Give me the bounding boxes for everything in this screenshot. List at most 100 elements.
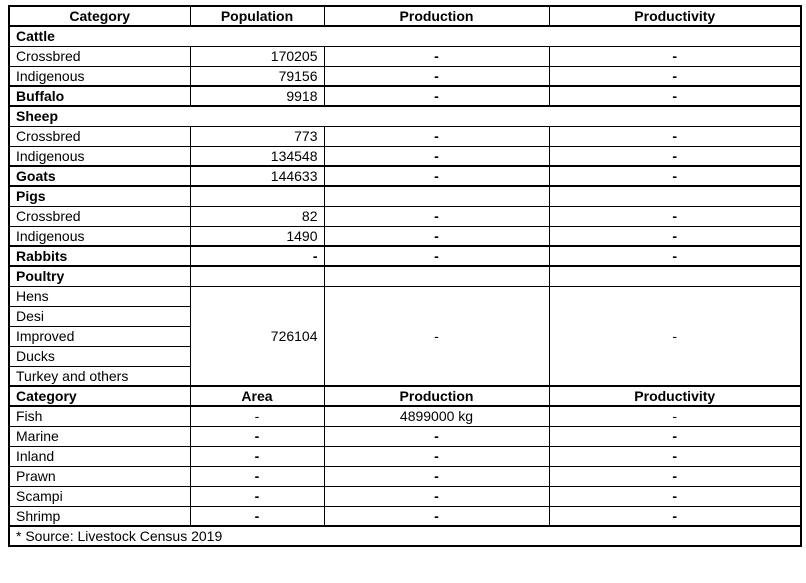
table-cell: Poultry bbox=[8, 265, 191, 287]
table-cell: - bbox=[323, 145, 550, 167]
table-cell: Marine bbox=[8, 425, 191, 447]
table-cell: - bbox=[323, 445, 550, 467]
table-cell: Sheep bbox=[8, 105, 802, 127]
table-cell: - bbox=[548, 465, 802, 487]
table-cell: - bbox=[323, 65, 550, 87]
table-cell: Area bbox=[189, 385, 325, 407]
data-row: Crossbred 170205- - bbox=[8, 45, 802, 67]
table-cell: - bbox=[323, 485, 550, 507]
data-row: Prawn - - - bbox=[8, 465, 802, 487]
table-cell: Fish bbox=[8, 405, 191, 427]
data-row: Crossbred 773- - bbox=[8, 125, 802, 147]
footer-row-source: * Source: Livestock Census 2019 bbox=[8, 525, 802, 547]
table-cell bbox=[189, 265, 325, 287]
table-cell: - bbox=[548, 145, 802, 167]
section-row-poultry: Poultry bbox=[8, 265, 802, 287]
data-row-goats: Goats 144633- - bbox=[8, 165, 802, 187]
table-body: Category Population Production Productivity… bbox=[8, 5, 802, 547]
table-cell: Cattle bbox=[8, 25, 802, 47]
table-cell: Crossbred bbox=[8, 125, 191, 147]
table-cell: Productivity bbox=[548, 385, 802, 407]
table-cell bbox=[548, 185, 802, 207]
table-cell: Prawn bbox=[8, 465, 191, 487]
table-cell: - bbox=[323, 505, 550, 527]
table-cell: 726104 bbox=[189, 285, 325, 387]
table-cell: Shrimp bbox=[8, 505, 191, 527]
data-row-hens: Hens 726104- - bbox=[8, 285, 802, 387]
table-cell: Category bbox=[8, 5, 191, 27]
table-cell: Crossbred bbox=[8, 45, 191, 67]
table-cell bbox=[323, 185, 550, 207]
data-row: Shrimp - - - bbox=[8, 505, 802, 527]
table-cell: - bbox=[323, 465, 550, 487]
table-cell: 170205 bbox=[189, 45, 325, 67]
table-cell: 4899000 kg bbox=[323, 405, 550, 427]
table-cell: - bbox=[548, 445, 802, 467]
table-cell bbox=[548, 265, 802, 287]
table-cell: Crossbred bbox=[8, 205, 191, 227]
table-cell: - bbox=[323, 225, 550, 247]
table-cell: Pigs bbox=[8, 185, 191, 207]
table-cell bbox=[189, 185, 325, 207]
table-cell: Buffalo bbox=[8, 85, 191, 107]
table-cell: - bbox=[323, 285, 550, 387]
table-cell: - bbox=[323, 205, 550, 227]
table-cell: Inland bbox=[8, 445, 191, 467]
table-cell: Indigenous bbox=[8, 225, 191, 247]
data-row: Indigenous 1490- - bbox=[8, 225, 802, 247]
table-cell: - bbox=[189, 485, 325, 507]
table-cell: - bbox=[548, 65, 802, 87]
table-cell: Productivity bbox=[548, 5, 802, 27]
data-row: Inland - - - bbox=[8, 445, 802, 467]
table-cell: Production bbox=[323, 385, 550, 407]
table-cell: Turkey and others bbox=[8, 365, 191, 387]
table-cell: - bbox=[548, 205, 802, 227]
table-cell: Goats bbox=[8, 165, 191, 187]
table-cell: - bbox=[548, 505, 802, 527]
table-cell: - bbox=[548, 165, 802, 187]
table-cell: - bbox=[189, 445, 325, 467]
table-cell: Population bbox=[189, 5, 325, 27]
table-cell: - bbox=[323, 165, 550, 187]
header-row-fisheries: Category Area Production Productivity bbox=[8, 385, 802, 407]
table-cell bbox=[323, 265, 550, 287]
table-cell: - bbox=[548, 225, 802, 247]
table-cell: 134548 bbox=[189, 145, 325, 167]
table-cell: 773 bbox=[189, 125, 325, 147]
data-row: Scampi - - - bbox=[8, 485, 802, 507]
table-cell: * Source: Livestock Census 2019 bbox=[8, 525, 802, 547]
table-cell: - bbox=[548, 85, 802, 107]
data-row-buffalo: Buffalo 9918- - bbox=[8, 85, 802, 107]
table-cell: 79156 bbox=[189, 65, 325, 87]
data-row-fish: Fish -4899000 kg - bbox=[8, 405, 802, 427]
table-cell: Desi bbox=[8, 305, 191, 327]
table-cell: Category bbox=[8, 385, 191, 407]
table-cell: Production bbox=[323, 5, 550, 27]
data-row: Crossbred 82- - bbox=[8, 205, 802, 227]
table-cell: - bbox=[189, 245, 325, 267]
table-cell: - bbox=[189, 465, 325, 487]
table-cell: - bbox=[189, 425, 325, 447]
table-cell: - bbox=[323, 245, 550, 267]
data-row: Marine - - - bbox=[8, 425, 802, 447]
table-cell: - bbox=[189, 405, 325, 427]
data-row-rabbits: Rabbits - - - bbox=[8, 245, 802, 267]
table-cell: - bbox=[548, 45, 802, 67]
table-cell: Scampi bbox=[8, 485, 191, 507]
table-cell: Indigenous bbox=[8, 65, 191, 87]
section-row-sheep: Sheep bbox=[8, 105, 802, 127]
livestock-census-table: Category Population Production Productivity… bbox=[8, 5, 802, 547]
table-cell: - bbox=[548, 485, 802, 507]
table-cell: 82 bbox=[189, 205, 325, 227]
data-row: Indigenous 134548- - bbox=[8, 145, 802, 167]
table-cell: - bbox=[189, 505, 325, 527]
table-cell: 9918 bbox=[189, 85, 325, 107]
table-cell: - bbox=[323, 425, 550, 447]
table-cell: - bbox=[548, 425, 802, 447]
section-row-cattle: Cattle bbox=[8, 25, 802, 47]
table-cell: Rabbits bbox=[8, 245, 191, 267]
table-cell: - bbox=[548, 405, 802, 427]
table-cell: Hens bbox=[8, 285, 191, 307]
table-cell: 144633 bbox=[189, 165, 325, 187]
table-cell: - bbox=[323, 45, 550, 67]
